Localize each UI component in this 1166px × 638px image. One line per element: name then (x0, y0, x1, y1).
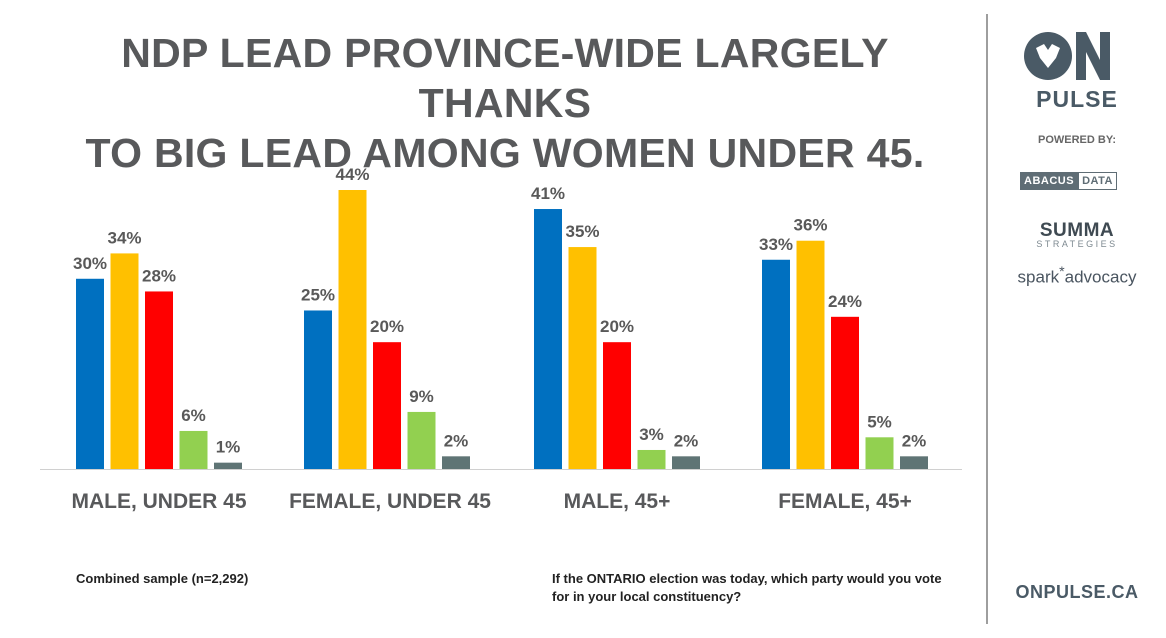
bar (179, 430, 208, 469)
data-label: 35% (565, 222, 599, 241)
category-label: MALE, 45+ (564, 490, 671, 513)
bar (534, 209, 562, 470)
abacus-logo-part-1: ABACUS (1020, 172, 1079, 190)
summa-logo: SUMMA (1039, 220, 1115, 241)
data-label: 25% (301, 285, 335, 304)
bar (407, 411, 436, 469)
question-note: If the ONTARIO election was today, which… (552, 571, 942, 604)
sidebar: PULSE POWERED BY: ABACUS DATA SUMMA STRA… (988, 0, 1166, 638)
chart-title-line-1: NDP LEAD PROVINCE-WIDE LARGELY THANKS (121, 30, 889, 126)
abacus-data-logo: ABACUS DATA (1020, 172, 1117, 190)
bar (831, 316, 859, 469)
powered-by-label: POWERED BY: (1037, 134, 1117, 146)
data-label: 6% (181, 406, 206, 425)
data-label: 2% (444, 431, 469, 450)
summa-strategies-text: STRATEGIES (1036, 239, 1118, 249)
spark-star-icon: * (1059, 264, 1065, 280)
category-label: FEMALE, UNDER 45 (289, 490, 491, 513)
bar (145, 291, 173, 469)
spark-text: spark (1017, 267, 1060, 287)
data-label: 44% (335, 165, 369, 184)
category-label: MALE, UNDER 45 (71, 490, 246, 513)
category-label: FEMALE, 45+ (778, 490, 912, 513)
data-label: 3% (639, 425, 664, 444)
data-label: 41% (531, 184, 565, 203)
bar (672, 456, 700, 469)
site-url: ONPULSE.CA (1015, 582, 1139, 602)
bar-chart: 30%34%28% 6% 1% MALE, UNDER 45 25% 44% 20% 9% 2%… (40, 165, 962, 513)
chart-title-line-2: TO BIG LEAD AMONG WOMEN UNDER 45. (85, 130, 925, 176)
bar (603, 342, 631, 469)
data-label: 20% (370, 317, 404, 336)
bar (304, 310, 332, 469)
bar (338, 190, 367, 469)
pulse-wordmark: PULSE (1036, 86, 1118, 112)
data-label: 30% (73, 254, 107, 273)
data-label: 36% (793, 216, 827, 235)
data-label: 2% (902, 431, 927, 450)
data-label: 34% (107, 228, 141, 247)
bar (214, 462, 242, 469)
chart-title: NDP LEAD PROVINCE-WIDE LARGELY THANKS TO… (40, 28, 970, 178)
bar (110, 253, 139, 469)
bar (76, 278, 104, 469)
bar (442, 456, 470, 469)
abacus-logo-part-2: DATA (1078, 172, 1117, 190)
spark-advocacy-logo: spark*advocacy (988, 264, 1166, 288)
data-label: 33% (759, 235, 793, 254)
bar (762, 259, 790, 469)
data-label: 20% (600, 317, 634, 336)
data-label: 24% (828, 292, 862, 311)
bar (900, 456, 928, 469)
bar (796, 240, 825, 469)
sample-note: Combined sample (n=2,292) (76, 571, 249, 586)
advocacy-text: advocacy (1064, 267, 1137, 287)
vertical-divider (986, 14, 988, 624)
bar (568, 247, 597, 469)
bar (865, 437, 894, 469)
on-pulse-logo-icon (1024, 32, 1110, 80)
bar (637, 449, 666, 469)
data-label: 9% (409, 387, 434, 406)
data-label: 28% (142, 266, 176, 285)
data-label: 2% (674, 431, 699, 450)
data-label: 1% (216, 438, 241, 457)
bar (373, 342, 401, 469)
data-label: 5% (867, 412, 892, 431)
